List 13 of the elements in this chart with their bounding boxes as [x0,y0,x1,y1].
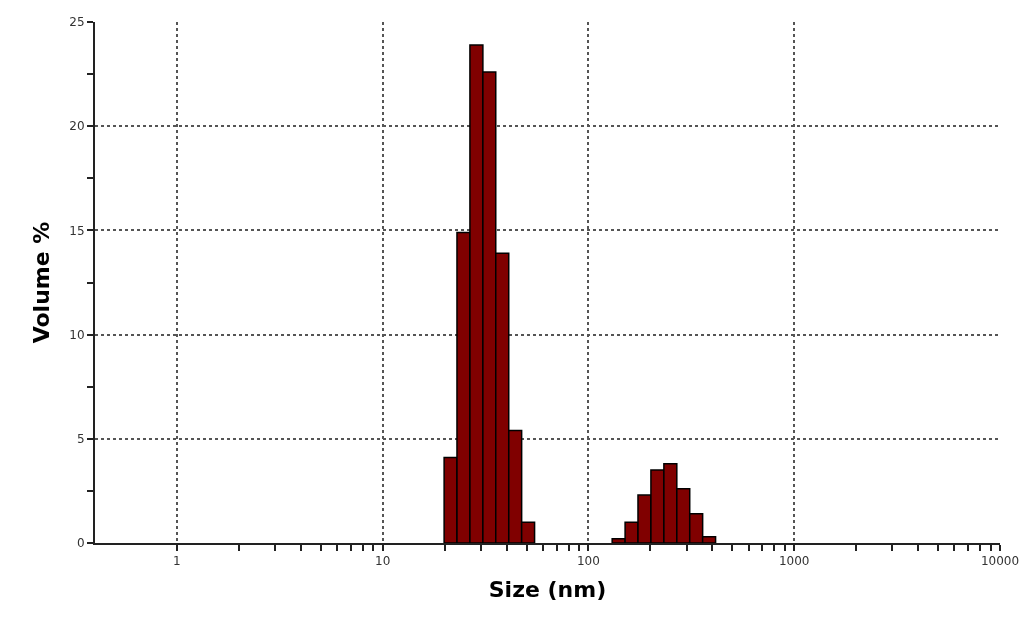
y-tick-label: 0 [76,536,85,551]
y-tick-label: 15 [69,223,85,238]
y-tick-label: 20 [69,119,85,134]
x-tick-label: 10000 [980,554,1020,569]
x-axis-title: Size (nm) [488,576,607,602]
x-tick-label: 1000 [778,554,810,569]
y-tick-label: 10 [69,327,85,342]
y-tick-label: 5 [76,432,85,446]
x-tick-label: 100 [576,554,600,569]
y-axis-title: Volume % [28,221,54,344]
y-tick-label: 25 [69,15,85,30]
x-tick-label: 1 [173,554,181,569]
x-tick-label: 10 [375,554,391,569]
